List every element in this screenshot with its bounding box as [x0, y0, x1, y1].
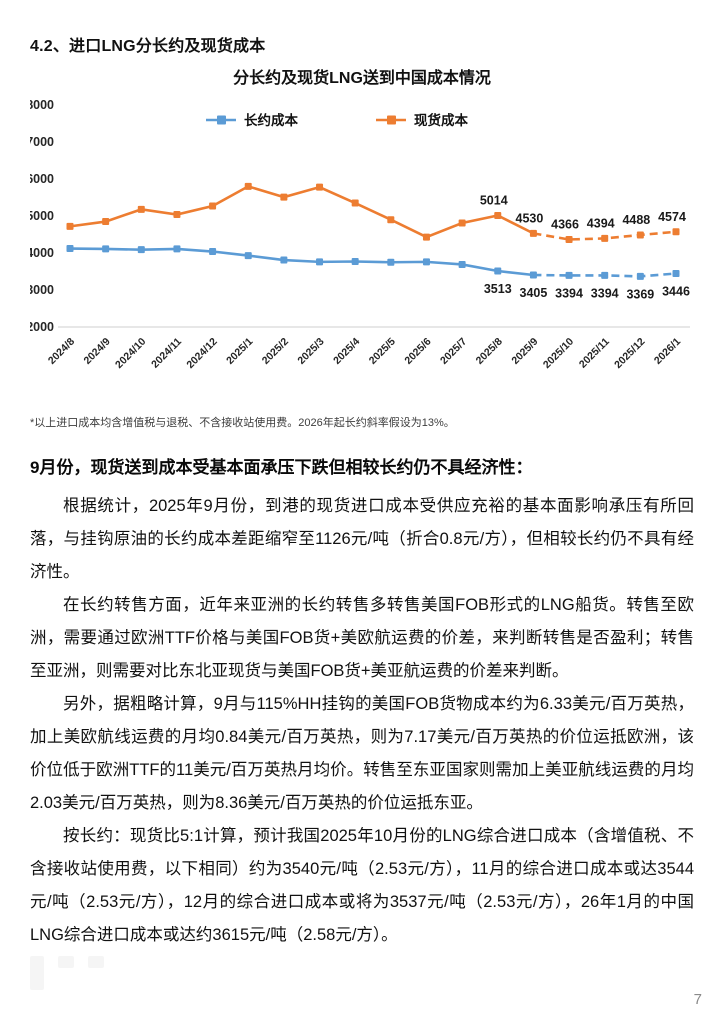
y-axis-label: 8000 — [30, 98, 54, 112]
chart-title: 分长约及现货LNG送到中国成本情况 — [233, 70, 491, 87]
x-axis-label: 2025/3 — [295, 336, 326, 367]
chart-block: 分长约及现货LNG送到中国成本情况 8000 7000 6000 5000 4000 30… — [30, 64, 694, 402]
x-axis-label: 2025/11 — [577, 336, 612, 371]
article-heading: 9月份，现货送到成本受基本面承压下跌但相较长约仍不具经济性： — [30, 458, 533, 477]
data-label: 3405 — [520, 286, 548, 300]
data-label: 5014 — [480, 193, 508, 207]
x-axis-label: 2025/8 — [474, 336, 505, 367]
data-point-marker — [102, 218, 110, 226]
data-point-marker — [565, 235, 573, 243]
legend-marker-square — [217, 115, 226, 125]
legend-marker-square — [387, 115, 396, 125]
chart-footnote: *以上进口成本均含增值税与退税、不含接收站使用费。2026年起长约斜率假设为13… — [30, 417, 455, 429]
data-point-marker — [565, 271, 573, 279]
data-point-marker — [422, 258, 430, 266]
data-point-marker — [244, 252, 252, 260]
y-axis-label: 4000 — [30, 246, 54, 260]
series-line-solid-0 — [69, 247, 534, 277]
x-axis-label: 2025/2 — [260, 336, 291, 367]
data-point-marker — [351, 199, 359, 207]
x-axis-label: 2024/10 — [113, 336, 148, 371]
x-axis-label: 2025/9 — [509, 336, 540, 367]
x-axis-label: 2024/8 — [46, 336, 77, 367]
data-point-marker — [137, 205, 145, 213]
legend-item-label: 现货成本 — [414, 112, 468, 128]
x-axis-label: 2024/9 — [82, 336, 113, 367]
y-axis-label: 2000 — [30, 320, 54, 334]
x-axis-label: 2025/4 — [331, 336, 362, 367]
data-point-marker — [494, 267, 502, 275]
data-point-marker — [66, 222, 74, 230]
chart-canvas: 8000 7000 6000 5000 4000 3000 2000 2024/82024/9… — [30, 98, 690, 371]
data-point-marker — [102, 245, 110, 253]
data-point-marker — [316, 183, 324, 191]
data-point-marker — [529, 271, 537, 279]
data-point-marker — [458, 219, 466, 227]
data-point-marker — [494, 211, 502, 219]
data-point-marker — [209, 248, 217, 256]
data-point-marker — [173, 211, 181, 219]
y-axis-label: 5000 — [30, 209, 54, 223]
x-axis-label: 2026/1 — [652, 336, 683, 367]
data-point-marker — [458, 260, 466, 268]
page-number: 7 — [693, 991, 702, 1008]
paragraph-4: 按长约：现货比5:1计算，预计我国2025年10月份的LNG综合进口成本（含增值… — [30, 827, 694, 944]
data-point-marker — [672, 269, 680, 277]
data-label: 4366 — [551, 217, 579, 231]
article-body: 根据统计，2025年9月份，到港的现货进口成本受供应充裕的基本面影响承压有所回落… — [30, 490, 694, 952]
series-line-solid-1 — [69, 184, 534, 239]
data-point-marker — [387, 258, 395, 266]
data-point-marker — [280, 193, 288, 201]
paragraph-2: 在长约转售方面，近年来亚洲的长约转售多转售美国FOB形式的LNG船货。转售至欧洲… — [30, 596, 694, 680]
x-axis-label: 2024/11 — [149, 336, 184, 371]
x-axis-label: 2025/12 — [612, 336, 647, 371]
data-point-marker — [529, 229, 537, 237]
x-axis-label: 2025/5 — [367, 336, 398, 367]
paragraph-1: 根据统计，2025年9月份，到港的现货进口成本受供应充裕的基本面影响承压有所回落… — [30, 497, 694, 581]
data-point-marker — [173, 245, 181, 253]
data-point-marker — [601, 234, 609, 242]
data-point-marker — [601, 271, 609, 279]
data-label: 3394 — [591, 286, 619, 300]
data-point-marker — [316, 258, 324, 266]
x-axis-label: 2024/12 — [184, 336, 219, 371]
data-point-marker — [672, 228, 680, 236]
data-label: 3446 — [662, 284, 690, 298]
data-label: 3394 — [555, 286, 583, 300]
data-point-marker — [66, 245, 74, 253]
x-axis-label: 2025/6 — [402, 336, 433, 367]
y-axis-label: 6000 — [30, 172, 54, 186]
data-label: 3513 — [484, 282, 512, 296]
data-point-marker — [244, 182, 252, 190]
data-point-marker — [351, 258, 359, 266]
data-point-marker — [387, 216, 395, 224]
y-axis-label: 7000 — [30, 135, 54, 149]
section-title: 4.2、进口LNG分长约及现货成本 — [30, 38, 266, 55]
data-label: 3369 — [626, 287, 654, 301]
data-label: 4530 — [516, 211, 544, 225]
paragraph-3: 另外，据粗略计算，9月与115%HH挂钩的美国FOB货物成本约为6.33美元/百… — [30, 695, 694, 812]
data-point-marker — [280, 256, 288, 264]
y-axis-label: 3000 — [30, 283, 54, 297]
data-label: 4574 — [658, 210, 686, 224]
data-point-marker — [137, 246, 145, 254]
footer-logo-watermark — [30, 956, 104, 990]
data-label: 4394 — [587, 216, 615, 230]
legend-item-label: 长约成本 — [244, 112, 298, 128]
data-label: 4488 — [622, 213, 650, 227]
data-point-marker — [422, 233, 430, 241]
x-axis-label: 2025/10 — [541, 336, 576, 371]
data-point-marker — [636, 231, 644, 239]
x-axis-label: 2025/1 — [224, 336, 255, 367]
x-axis-label: 2025/7 — [438, 336, 469, 367]
data-point-marker — [636, 272, 644, 280]
data-point-marker — [209, 202, 217, 210]
